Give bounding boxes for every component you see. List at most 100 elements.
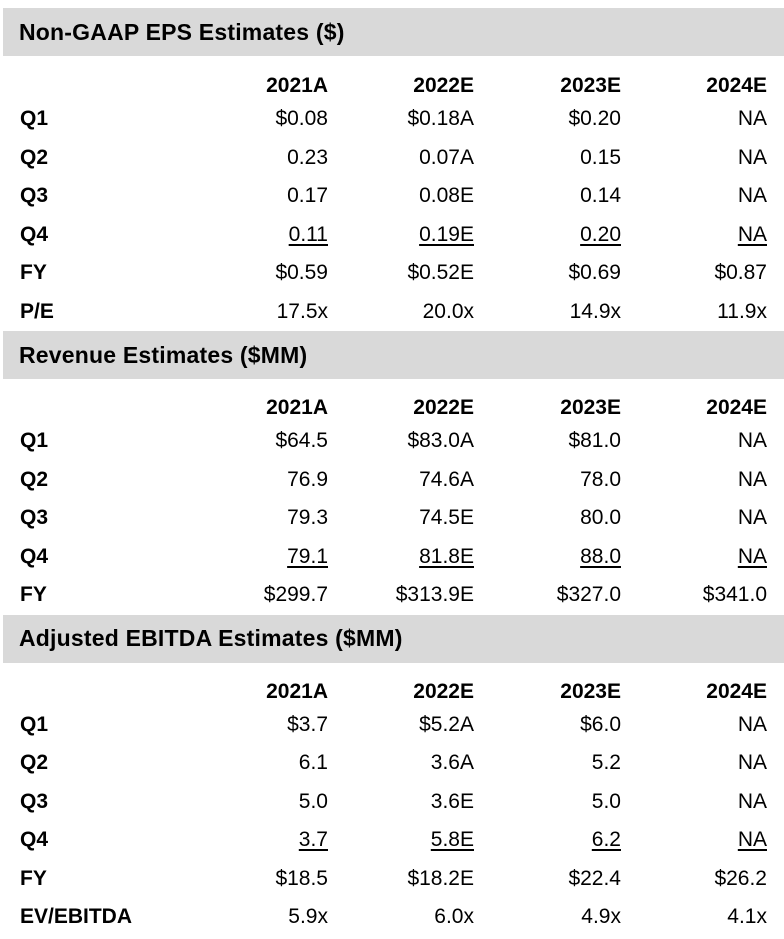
table-cell: NA (738, 216, 767, 255)
table-cell: NA (737, 506, 767, 530)
table-cell: $0.69 (568, 261, 621, 285)
table-cell: 88.0 (580, 538, 621, 577)
table-cell: 0.14 (580, 184, 621, 208)
table-cell: NA (738, 538, 767, 577)
table-cell: 0.17 (287, 184, 328, 208)
table-cell: $81.0 (568, 429, 621, 453)
table-cell: 4.1x (727, 905, 767, 929)
column-header: 2021A (266, 679, 328, 703)
table-row: Q2 76.9 74.6A 78.0 NA (0, 461, 784, 500)
table-cell: $22.4 (568, 866, 621, 890)
table-cell: 74.6A (419, 467, 474, 491)
column-header: 2022E (413, 679, 474, 703)
table-row: Q4 79.1 81.8E 88.0 NA (0, 538, 784, 577)
row-label: P/E (20, 299, 54, 323)
row-label: Q3 (20, 789, 49, 813)
table-cell: 14.9x (569, 299, 621, 323)
table-row: Q4 0.11 0.19E 0.20 NA (0, 216, 784, 255)
table-cell: NA (737, 107, 767, 131)
table-cell: NA (737, 429, 767, 453)
table-cell: NA (737, 751, 767, 775)
table-cell: $313.9E (395, 583, 474, 607)
table-row: Q2 6.1 3.6A 5.2 NA (0, 744, 784, 783)
table-cell: 0.11 (289, 216, 328, 255)
table-cell: 5.0 (298, 789, 328, 813)
row-label: Q2 (20, 751, 49, 775)
table-cell: 79.1 (287, 538, 328, 577)
cell-value: NA (737, 544, 767, 568)
column-header: 2024E (706, 679, 767, 703)
table-row: P/E 17.5x 20.0x 14.9x 11.9x (0, 293, 784, 332)
table-cell: 4.9x (581, 905, 621, 929)
row-label: Q4 (20, 544, 49, 568)
table-row: Q1 $64.5 $83.0A $81.0 NA (0, 422, 784, 461)
table-cell: 0.19E (419, 216, 474, 255)
table-cell: 5.9x (288, 905, 328, 929)
table-cell: $18.2E (407, 866, 474, 890)
row-label: EV/EBITDA (20, 905, 133, 929)
table-cell: NA (737, 789, 767, 813)
row-label: Q4 (20, 828, 49, 852)
section-title: Revenue Estimates ($MM) (3, 331, 784, 379)
table-row: FY $18.5 $18.2E $22.4 $26.2 (0, 860, 784, 899)
estimates-page: Non-GAAP EPS Estimates ($) 2021A 2022E 2… (0, 8, 784, 939)
row-label: Q2 (20, 467, 49, 491)
table-cell: $6.0 (580, 712, 621, 736)
table-row: Q2 0.23 0.07A 0.15 NA (0, 139, 784, 178)
column-header: 2021A (266, 396, 328, 419)
table-cell: $64.5 (275, 429, 328, 453)
table-cell: 81.8E (419, 538, 474, 577)
table-cell: 0.23 (287, 145, 328, 169)
row-label: Q2 (20, 145, 49, 169)
cell-value: 5.8E (430, 828, 474, 852)
cell-value: 6.2 (591, 828, 621, 852)
table-cell: 6.1 (298, 751, 328, 775)
table-cell: $0.52E (407, 261, 474, 285)
column-header-row: 2021A 2022E 2023E 2024E (0, 56, 784, 100)
table-cell: $0.08 (275, 107, 328, 131)
section-title: Adjusted EBITDA Estimates ($MM) (3, 614, 784, 663)
row-label: FY (20, 261, 47, 285)
table-cell: 5.8E (431, 821, 474, 860)
table-cell: 6.2 (592, 821, 621, 860)
table-cell: $0.59 (275, 261, 328, 285)
cell-value: 3.7 (298, 828, 328, 852)
table-cell: 0.07A (419, 145, 474, 169)
column-header: 2024E (706, 74, 767, 97)
table-cell: $18.5 (275, 866, 328, 890)
table-cell: NA (737, 467, 767, 491)
cell-value: 0.20 (580, 222, 621, 246)
column-header: 2021A (266, 74, 328, 97)
table-cell: $26.2 (714, 866, 767, 890)
table-cell: $83.0A (407, 429, 474, 453)
table-row: FY $299.7 $313.9E $327.0 $341.0 (0, 576, 784, 615)
table-cell: 79.3 (287, 506, 328, 530)
row-label: FY (20, 866, 47, 890)
table-cell: $299.7 (263, 583, 328, 607)
table-cell: NA (737, 184, 767, 208)
table-row: Q3 0.17 0.08E 0.14 NA (0, 177, 784, 216)
table-cell: 0.08E (419, 184, 474, 208)
table-cell: 3.6A (430, 751, 474, 775)
section-title: Non-GAAP EPS Estimates ($) (3, 8, 784, 56)
table-cell: $3.7 (287, 712, 328, 736)
table-row: EV/EBITDA 5.9x 6.0x 4.9x 4.1x (0, 898, 784, 937)
table-row: Q3 5.0 3.6E 5.0 NA (0, 783, 784, 822)
row-label: Q3 (20, 184, 49, 208)
column-header-row: 2021A 2022E 2023E 2024E (0, 379, 784, 422)
column-header: 2024E (706, 396, 767, 419)
cell-value: 0.19E (419, 222, 474, 246)
table-cell: 76.9 (287, 467, 328, 491)
table-row: Q3 79.3 74.5E 80.0 NA (0, 499, 784, 538)
cell-value: NA (737, 222, 767, 246)
table-cell: 0.15 (580, 145, 621, 169)
column-header: 2022E (413, 74, 474, 97)
table-cell: 6.0x (434, 905, 474, 929)
table-cell: 3.7 (299, 821, 328, 860)
ebitda-estimates-section: Adjusted EBITDA Estimates ($MM) 2021A 20… (0, 614, 784, 937)
table-cell: $0.18A (407, 107, 474, 131)
table-cell: NA (738, 821, 767, 860)
table-cell: 78.0 (580, 467, 621, 491)
cell-value: 79.1 (287, 544, 328, 568)
table-row: Q1 $3.7 $5.2A $6.0 NA (0, 706, 784, 745)
